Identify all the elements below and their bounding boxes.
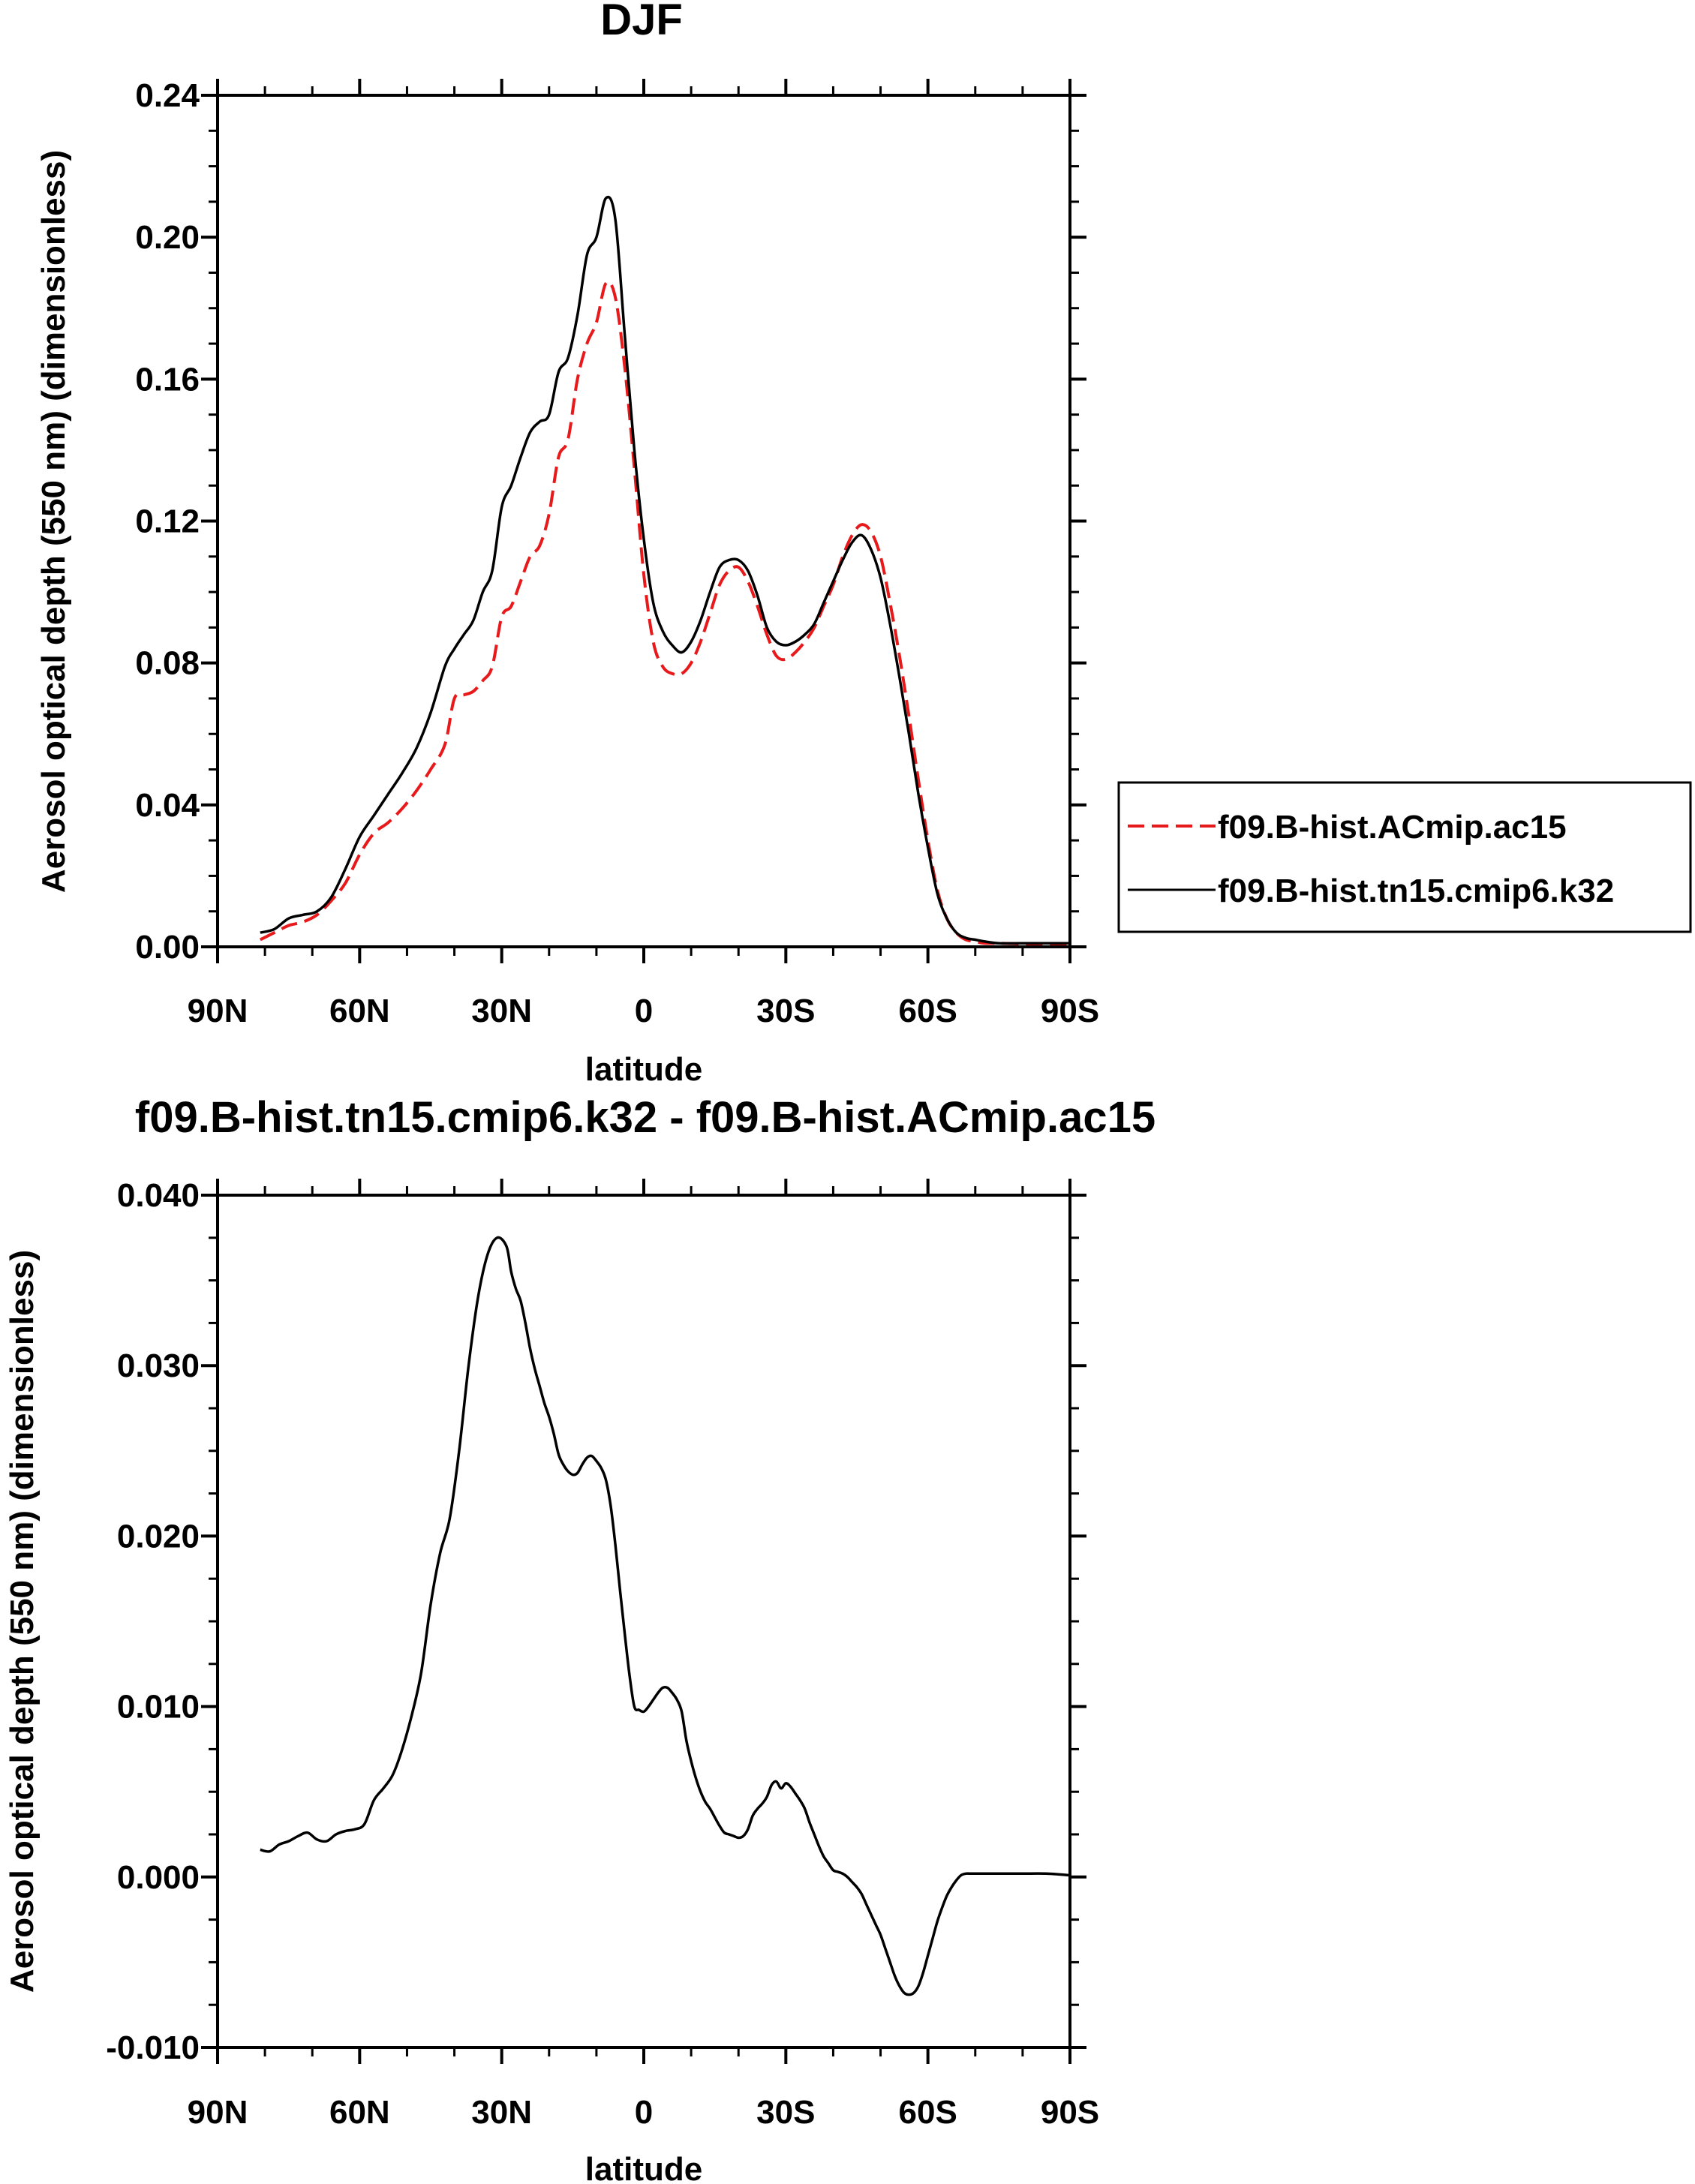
y-tick-label: 0.030	[117, 1347, 200, 1384]
panel-difference-series	[260, 1236, 1071, 1996]
x-axis-label-difference: latitude	[585, 2151, 702, 2184]
chart-title-djf: DJF	[600, 0, 683, 44]
y-axis-label-djf: Aerosol optical depth (550 nm) (dimensio…	[35, 150, 72, 893]
x-tick-label: 90N	[188, 993, 248, 1029]
x-tick-label: 0	[635, 993, 653, 1029]
y-tick-label: 0.040	[117, 1177, 200, 1214]
chart-title-difference: f09.B-hist.tn15.cmip6.k32 - f09.B-hist.A…	[135, 1093, 1156, 1142]
panel-djf-ticks: 0.00 0.04 0.08 0.12 0.16 0.20 0.24 90N 60N 30N 0 30…	[135, 77, 1099, 1029]
y-tick-label: -0.010	[106, 2029, 200, 2066]
y-tick-label: 0.24	[135, 77, 200, 114]
y-tick-label: 0.000	[117, 1859, 200, 1896]
legend: f09.B-hist.ACmip.ac15 f09.B-hist.tn15.cm…	[1117, 781, 1692, 933]
panel-djf-series	[259, 195, 1071, 948]
x-tick-label: 30S	[756, 2094, 815, 2131]
panel-djf: DJF 0.00 0.04 0.08 0.12 0.16 0.20 0.24 90N 60N 30…	[35, 0, 1692, 1088]
y-tick-label: 0.12	[135, 503, 200, 540]
x-tick-label: 60N	[329, 2094, 390, 2131]
y-tick-label: 0.20	[135, 219, 200, 256]
legend-box	[1117, 781, 1692, 933]
y-tick-label: 0.04	[135, 787, 200, 824]
series-line-difference-difference	[260, 1236, 1071, 1996]
x-tick-label: 60S	[899, 2094, 957, 2131]
panel-difference-plot-frame	[216, 1194, 1071, 2049]
legend-label-ac15: f09.B-hist.ACmip.ac15	[1218, 809, 1567, 846]
y-tick-label: 0.00	[135, 929, 200, 966]
x-tick-label: 60N	[329, 993, 390, 1029]
x-tick-label: 30N	[471, 2094, 532, 2131]
series-line-djf-f09-b-hist-acmip-ac15	[259, 280, 1071, 948]
x-tick-label: 30N	[471, 993, 532, 1029]
legend-label-k32: f09.B-hist.tn15.cmip6.k32	[1218, 873, 1614, 909]
y-axis-label-difference: Aerosol optical depth (550 nm) (dimensio…	[4, 1250, 41, 1993]
panel-djf-plot-frame	[216, 94, 1071, 948]
x-tick-label: 30S	[756, 993, 815, 1029]
x-axis-label-djf: latitude	[585, 1051, 702, 1088]
y-tick-label: 0.08	[135, 645, 200, 682]
y-tick-label: 0.010	[117, 1689, 200, 1726]
series-line-djf-f09-b-hist-tn15-cmip6-k32	[260, 195, 1070, 945]
x-tick-label: 90S	[1041, 2094, 1099, 2131]
panel-difference: f09.B-hist.tn15.cmip6.k32 - f09.B-hist.A…	[4, 1093, 1156, 2184]
x-tick-label: 0	[635, 2094, 653, 2131]
y-tick-label: 0.020	[117, 1518, 200, 1555]
x-tick-label: 90N	[188, 2094, 248, 2131]
x-tick-label: 90S	[1041, 993, 1099, 1029]
panel-difference-ticks: -0.010 0.000 0.010 0.020 0.030 0.040 90N 60N 30N…	[106, 1177, 1099, 2131]
y-tick-label: 0.16	[135, 361, 200, 398]
x-tick-label: 60S	[899, 993, 957, 1029]
